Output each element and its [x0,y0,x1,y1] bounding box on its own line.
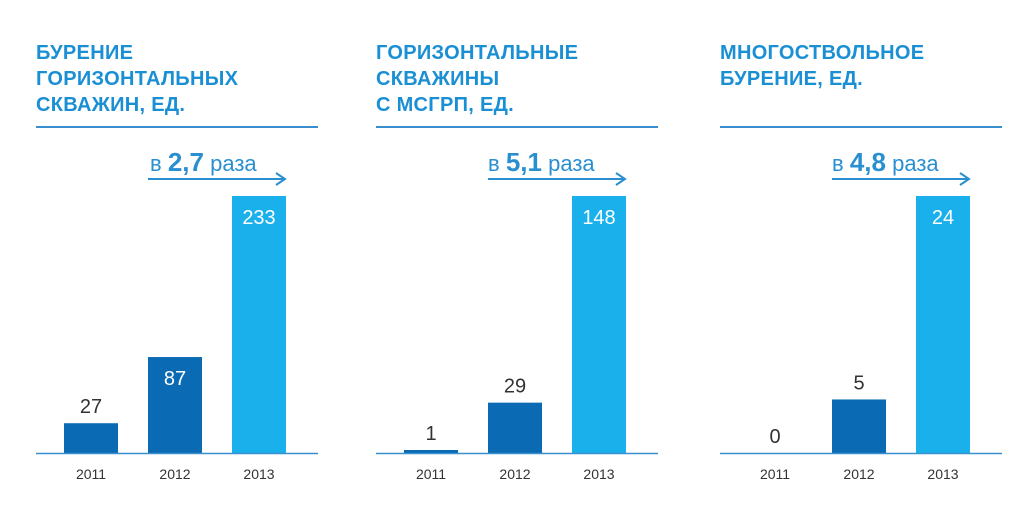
x-tick-label-2013: 2013 [583,466,614,482]
title-divider [720,126,1002,128]
bar-2012 [832,399,886,453]
growth-factor: 4,8 [849,147,886,177]
bar-2013 [572,196,626,453]
bar-2011 [404,450,458,453]
x-tick-label-2012: 2012 [499,466,530,482]
growth-suffix: раза [210,151,257,176]
x-tick-label-2011: 2011 [416,466,446,482]
bar-chart: 1 2011 29 2012 148 2013 [376,196,658,482]
growth-prefix: в [150,151,162,176]
value-label-2013: 148 [582,207,615,229]
growth-arrow-icon [488,172,627,186]
growth-factor: 2,7 [167,147,204,177]
bar-2012 [488,402,542,453]
chart-title: ГОРИЗОНТАЛЬНЫЕ СКВАЖИНЫ С МСГРП, ЕД. [376,42,579,116]
value-label-2012: 5 [853,372,864,394]
bar-2012 [148,357,202,453]
growth-prefix: в [832,151,844,176]
bar-2013 [232,196,286,453]
growth-prefix: в [488,151,500,176]
bar-chart: 27 2011 87 2012 233 2013 [36,196,318,482]
value-label-2012: 29 [504,376,526,398]
title-divider [376,126,658,128]
chart-title: МНОГОСТВОЛЬНОЕ БУРЕНИЕ, ЕД. [720,42,925,90]
chart-title: БУРЕНИЕ ГОРИЗОНТАЛЬНЫХ СКВАЖИН, ЕД. [36,42,239,116]
chart-panel-multilateral: МНОГОСТВОЛЬНОЕ БУРЕНИЕ, ЕД. в 4,8 раза 0… [720,0,1002,514]
x-tick-label-2012: 2012 [159,466,190,482]
growth-factor: 5,1 [505,147,542,177]
value-label-2013: 24 [932,207,954,229]
bar-chart: 0 2011 5 2012 24 2013 [720,196,1002,482]
value-label-2012: 87 [164,368,186,390]
chart-panel-drilling: БУРЕНИЕ ГОРИЗОНТАЛЬНЫХ СКВАЖИН, ЕД. в 2,… [36,0,318,514]
bar-2013 [916,196,970,453]
growth-label: в 2,7 раза [150,146,257,178]
x-tick-label-2011: 2011 [760,466,790,482]
growth-arrow-icon [832,172,971,186]
chart-panel-horizontal-msgrp: ГОРИЗОНТАЛЬНЫЕ СКВАЖИНЫ С МСГРП, ЕД. в 5… [376,0,658,514]
x-tick-label-2011: 2011 [76,466,106,482]
x-tick-label-2013: 2013 [927,466,958,482]
value-label-2013: 233 [242,207,275,229]
value-label-2011: 27 [80,396,102,418]
value-label-2011: 0 [769,426,780,448]
growth-arrow-icon [148,172,287,186]
bar-2011 [64,423,118,453]
growth-suffix: раза [892,151,939,176]
value-label-2011: 1 [425,423,436,445]
x-tick-label-2012: 2012 [843,466,874,482]
title-divider [36,126,318,128]
x-tick-label-2013: 2013 [243,466,274,482]
growth-label: в 4,8 раза [832,146,939,178]
growth-suffix: раза [548,151,595,176]
growth-label: в 5,1 раза [488,146,595,178]
